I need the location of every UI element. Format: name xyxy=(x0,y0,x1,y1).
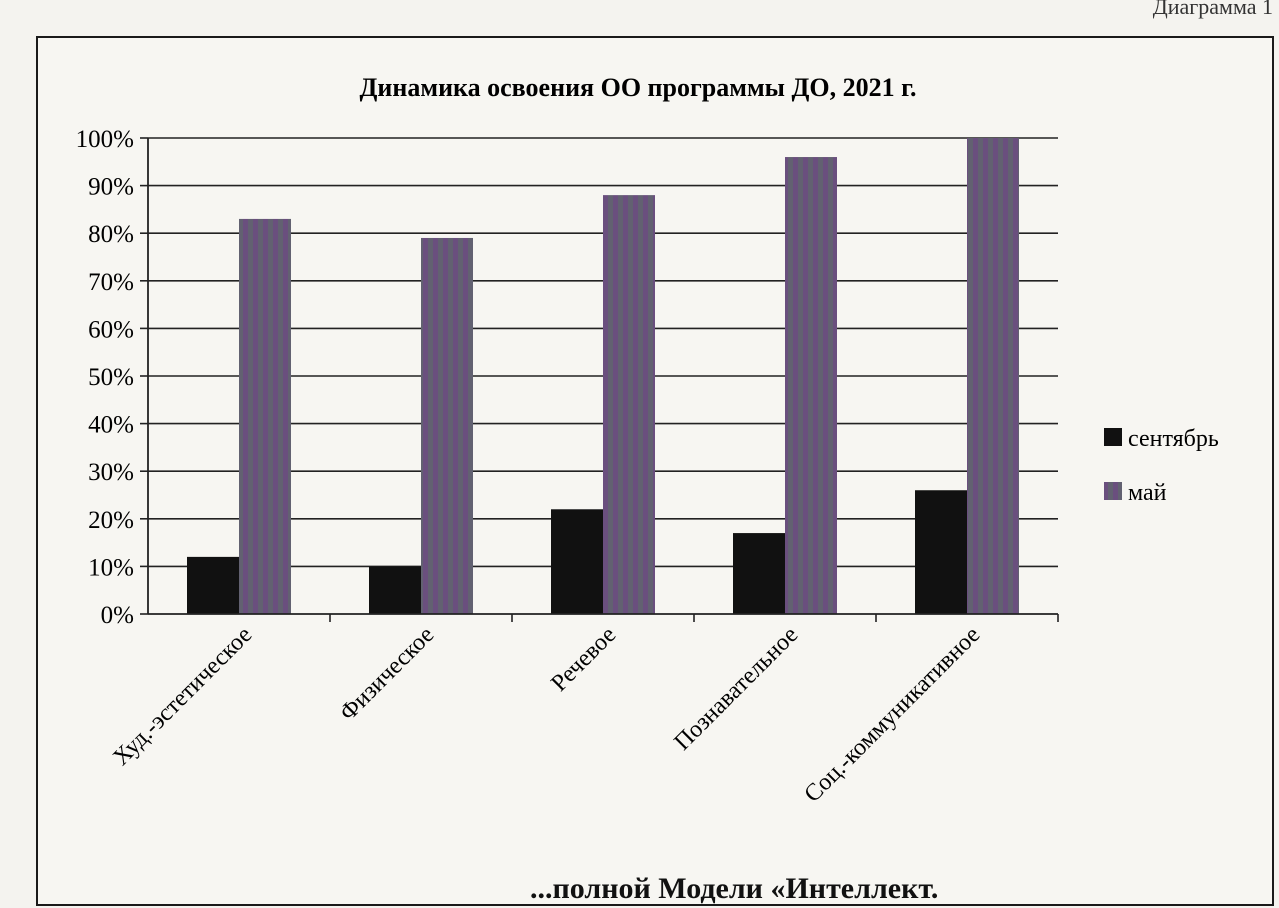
bar-may xyxy=(603,195,655,614)
bar-september xyxy=(915,490,967,614)
x-category-label: Худ.-эстетическое xyxy=(108,622,257,771)
y-tick-label: 30% xyxy=(88,459,134,486)
legend: сентябрь май xyxy=(1104,426,1219,506)
x-category-label: Соц.-коммуникативное xyxy=(800,622,986,808)
y-tick-label: 40% xyxy=(88,412,134,439)
y-tick-label: 100% xyxy=(76,126,134,153)
bar-may xyxy=(239,218,291,615)
y-tick-label: 60% xyxy=(88,316,134,343)
diagram-number-label: Диаграмма 1 xyxy=(1152,0,1273,19)
bar-september xyxy=(733,533,785,614)
y-tick-label: 50% xyxy=(88,364,134,391)
x-category-label: Речевое xyxy=(546,622,621,697)
y-axis-ticks: 0% 10% 20% 30% 40% 50% 60% 70% 80% 90% 100% xyxy=(76,126,148,629)
y-tick-label: 0% xyxy=(101,602,134,629)
bars xyxy=(187,138,1019,615)
y-tick-label: 20% xyxy=(88,507,134,534)
bar-september xyxy=(369,566,421,614)
x-category-label: Познавательное xyxy=(669,622,803,756)
axes xyxy=(147,138,1059,622)
bar-may xyxy=(785,157,837,614)
y-tick-label: 90% xyxy=(88,174,134,201)
legend-swatch xyxy=(1104,428,1122,446)
y-tick-label: 70% xyxy=(88,269,134,296)
y-tick-label: 10% xyxy=(88,554,134,581)
legend-label: сентябрь xyxy=(1128,426,1219,452)
bar-may xyxy=(967,138,1019,614)
legend-swatch xyxy=(1104,482,1122,500)
legend-label: май xyxy=(1128,480,1167,506)
bar-may xyxy=(421,237,473,614)
page-footer-text: ...полной Модели «Интеллект. xyxy=(530,872,939,905)
bar-september xyxy=(551,509,603,614)
chart-title: Динамика освоения ОО программы ДО, 2021 … xyxy=(360,73,917,102)
x-axis-labels: Худ.-эстетическое Физическое Речевое Познав… xyxy=(108,622,985,808)
y-tick-label: 80% xyxy=(88,221,134,248)
chart-frame: Динамика освоения ОО программы ДО, 2021 … xyxy=(36,36,1274,906)
bar-september xyxy=(187,556,239,614)
bar-chart: Динамика освоения ОО программы ДО, 2021 … xyxy=(76,73,1219,808)
x-category-label: Физическое xyxy=(335,622,439,726)
